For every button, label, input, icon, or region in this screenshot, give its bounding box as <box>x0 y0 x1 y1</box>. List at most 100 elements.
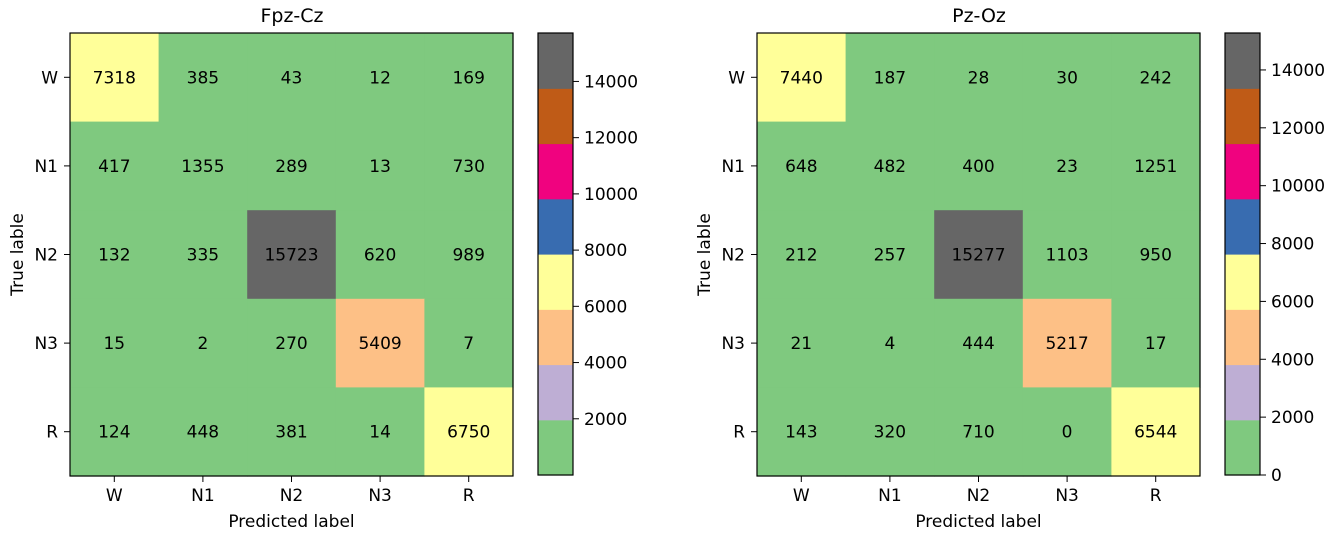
cell-value-label: 730 <box>452 157 484 177</box>
y-tick-label: N2 <box>34 246 58 266</box>
colorbar-tick-label: 2000 <box>1271 408 1314 428</box>
colorbar-band <box>538 364 573 421</box>
colorbar-tick-label: 14000 <box>1271 61 1325 81</box>
cell-value-label: 989 <box>452 246 484 266</box>
heatmap-cell <box>247 387 337 477</box>
heatmap-cell <box>845 121 935 211</box>
heatmap-cell <box>424 121 514 211</box>
colorbar-tick-label: 12000 <box>1271 119 1325 139</box>
colorbar-tick-label: 8000 <box>584 241 627 261</box>
y-tick-label: R <box>46 423 58 443</box>
colorbar-band <box>1225 198 1260 255</box>
cell-value-label: 23 <box>1056 157 1078 177</box>
heatmap-cell <box>158 121 248 211</box>
cell-value-label: 1251 <box>1134 157 1177 177</box>
cell-value-label: 212 <box>785 246 817 266</box>
cell-value-label: 4 <box>884 334 895 354</box>
heatmap-cell <box>1022 298 1112 388</box>
cell-value-label: 335 <box>187 246 219 266</box>
cell-value-label: 0 <box>1062 423 1073 443</box>
colorbar-tick-label: 6000 <box>1271 292 1314 312</box>
colorbar-band <box>1225 33 1260 89</box>
cell-value-label: 1103 <box>1045 246 1088 266</box>
colorbar-band <box>1225 143 1260 200</box>
chart-title: Pz-Oz <box>952 5 1006 27</box>
colorbar-band <box>538 143 573 200</box>
cell-value-label: 30 <box>1056 68 1078 88</box>
heatmap-cell <box>335 387 425 477</box>
heatmap-cell <box>247 33 337 123</box>
cell-value-label: 15 <box>103 334 125 354</box>
cell-value-label: 43 <box>281 68 303 88</box>
y-tick-label: N1 <box>34 157 58 177</box>
heatmap-cell <box>424 210 514 300</box>
y-axis-label: True lable <box>8 213 28 297</box>
colorbar-band <box>538 309 573 366</box>
heatmap-cell <box>1111 33 1201 123</box>
colorbar-band <box>538 198 573 255</box>
colorbar-band <box>538 33 573 89</box>
x-tick-label: N1 <box>878 486 902 506</box>
y-tick-label: W <box>41 68 58 88</box>
cell-value-label: 12 <box>369 68 391 88</box>
heatmap-cell <box>247 121 337 211</box>
cell-value-label: 710 <box>962 423 994 443</box>
heatmap-cell <box>424 298 514 388</box>
cell-value-label: 5409 <box>358 334 401 354</box>
cell-value-label: 14 <box>369 423 391 443</box>
colorbar-tick-label: 12000 <box>584 129 638 149</box>
cell-value-label: 2 <box>197 334 208 354</box>
colorbar-band <box>1225 254 1260 310</box>
cell-value-label: 7 <box>463 334 474 354</box>
heatmap-cell <box>757 210 847 300</box>
cell-value-label: 6750 <box>447 423 490 443</box>
heatmap-cell <box>1022 210 1112 300</box>
cell-value-label: 1355 <box>181 157 224 177</box>
heatmap-cell <box>1111 298 1201 388</box>
x-tick-label: W <box>106 486 123 506</box>
colorbar-tick-label: 4000 <box>1271 350 1314 370</box>
heatmap-cell <box>335 210 425 300</box>
cell-value-label: 648 <box>785 157 817 177</box>
heatmap-cell <box>335 121 425 211</box>
cell-value-label: 7440 <box>780 68 823 88</box>
colorbar-tick-label: 14000 <box>584 72 638 92</box>
colorbar-band <box>538 88 573 145</box>
y-tick-label: R <box>733 423 745 443</box>
heatmap-cell <box>845 33 935 123</box>
heatmap-cell <box>70 298 160 388</box>
colorbar-band <box>1225 309 1260 366</box>
heatmap-cell <box>70 33 160 123</box>
cell-value-label: 21 <box>790 334 812 354</box>
cell-value-label: 320 <box>874 423 906 443</box>
heatmap-cell <box>158 387 248 477</box>
cell-value-label: 124 <box>98 423 130 443</box>
colorbar-band <box>538 419 573 476</box>
y-tick-label: N3 <box>721 334 745 354</box>
colorbar-tick-label: 8000 <box>1271 235 1314 255</box>
cell-value-label: 17 <box>1145 334 1167 354</box>
colorbar-tick-label: 10000 <box>584 185 638 205</box>
heatmap-cell <box>70 121 160 211</box>
x-axis-label: Predicted label <box>915 512 1041 532</box>
cell-value-label: 15277 <box>951 246 1005 266</box>
colorbar-tick-label: 2000 <box>584 410 627 430</box>
cell-value-label: 6544 <box>1134 423 1177 443</box>
heatmap-cell <box>424 387 514 477</box>
heatmap-cell <box>757 387 847 477</box>
heatmap-cell <box>158 298 248 388</box>
x-axis-label: Predicted label <box>228 512 354 532</box>
cell-value-label: 385 <box>187 68 219 88</box>
heatmap-cell <box>247 298 337 388</box>
heatmap-cell <box>934 121 1024 211</box>
cell-value-label: 417 <box>98 157 130 177</box>
cell-value-label: 950 <box>1139 246 1171 266</box>
cell-value-label: 257 <box>874 246 906 266</box>
cell-value-label: 270 <box>275 334 307 354</box>
cell-value-label: 169 <box>452 68 484 88</box>
heatmap-cell <box>335 298 425 388</box>
colorbar-band <box>538 254 573 310</box>
heatmap-cell <box>845 387 935 477</box>
